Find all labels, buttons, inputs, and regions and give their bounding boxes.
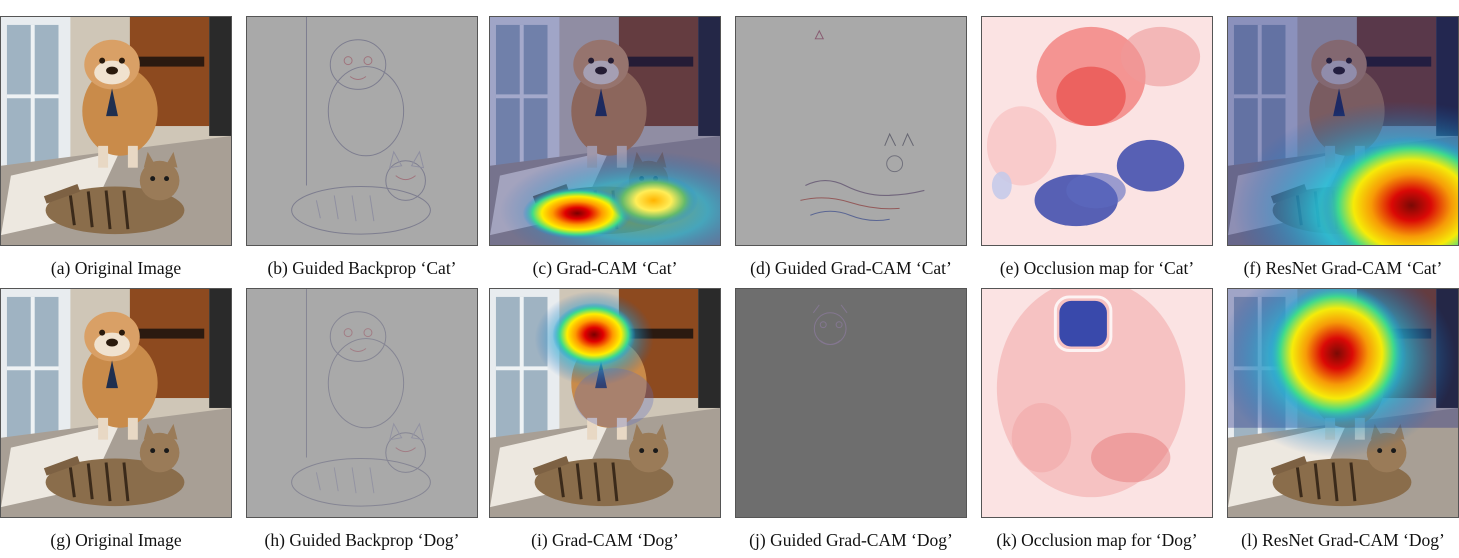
gradcam-dog-image — [489, 288, 721, 518]
gradcam-cat-image — [489, 16, 721, 246]
caption-a: (a) Original Image — [50, 258, 182, 278]
occlusion-map-dog-image — [981, 288, 1213, 518]
resnet-gradcam-cat-image — [1227, 16, 1459, 246]
guided-backprop-cat-image — [246, 16, 478, 246]
guided-backprop-dog-image — [246, 288, 478, 518]
occlusion-map-cat-image — [981, 16, 1213, 246]
guided-gradcam-dog-image — [735, 288, 967, 518]
caption-d: (d) Guided Grad-CAM ‘Cat’ — [750, 258, 952, 278]
caption-g: (g) Original Image — [50, 530, 182, 550]
original-image-2 — [0, 288, 232, 518]
caption-j: (j) Guided Grad-CAM ‘Dog’ — [749, 530, 953, 550]
guided-gradcam-cat-image — [735, 16, 967, 246]
caption-b: (b) Guided Backprop ‘Cat’ — [267, 258, 457, 278]
caption-k: (k) Occlusion map for ‘Dog’ — [996, 530, 1198, 550]
caption-e: (e) Occlusion map for ‘Cat’ — [999, 258, 1195, 278]
original-image — [0, 16, 232, 246]
caption-c: (c) Grad-CAM ‘Cat’ — [532, 258, 678, 278]
caption-l: (l) ResNet Grad-CAM ‘Dog’ — [1241, 530, 1445, 550]
caption-f: (f) ResNet Grad-CAM ‘Cat’ — [1243, 258, 1443, 278]
caption-h: (h) Guided Backprop ‘Dog’ — [264, 530, 460, 550]
resnet-gradcam-dog-image — [1227, 288, 1459, 518]
caption-i: (i) Grad-CAM ‘Dog’ — [531, 530, 679, 550]
